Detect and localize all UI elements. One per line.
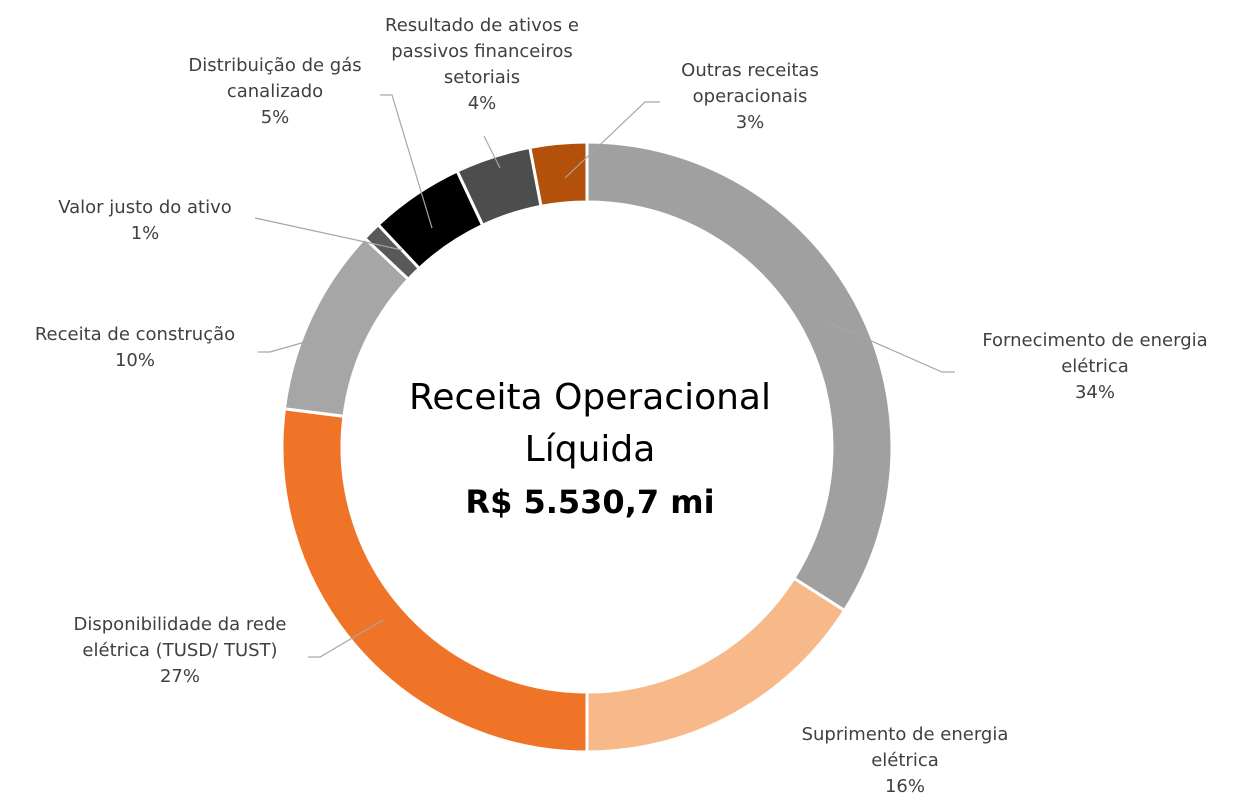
value-label: 27% <box>159 666 200 687</box>
slice-label: Outras receitas operacionais 3% <box>650 58 850 136</box>
value-label: 34% <box>1074 382 1115 403</box>
category-name: Valor justo do ativo <box>58 197 232 218</box>
leader-line <box>254 217 403 251</box>
slice-label: Fornecimento de energia elétrica 34% <box>950 328 1233 406</box>
leader-line <box>564 101 660 179</box>
value-label: 16% <box>884 776 925 797</box>
value-label: 3% <box>735 112 765 133</box>
category-name: Disponibilidade da rede elétrica (TUSD/ … <box>73 614 287 661</box>
center-title: Receita Operacional Líquida <box>408 377 771 470</box>
slice-label: Suprimento de energia elétrica 16% <box>775 722 1035 800</box>
category-name: Receita de construção <box>34 324 236 345</box>
leader-line <box>380 94 433 229</box>
center-value: R$ 5.530,7 mi <box>465 483 715 521</box>
slice-label: Distribuição de gás canalizado 5% <box>170 53 380 131</box>
value-label: 4% <box>467 93 497 114</box>
category-name: Distribuição de gás canalizado <box>188 55 362 102</box>
slice-label: Receita de construção 10% <box>10 322 260 374</box>
leader-line <box>258 341 306 353</box>
donut-slice <box>528 140 589 209</box>
center-label: Receita Operacional Líquida R$ 5.530,7 m… <box>380 372 800 528</box>
value-label: 1% <box>130 223 160 244</box>
slice-label: Valor justo do ativo 1% <box>30 195 260 247</box>
category-name: Resultado de ativos e passivos financeir… <box>385 15 579 88</box>
slice-label: Disponibilidade da rede elétrica (TUSD/ … <box>40 612 320 690</box>
leader-line <box>483 135 501 169</box>
slice-label: Resultado de ativos e passivos financeir… <box>367 13 597 117</box>
leader-line <box>308 619 384 658</box>
category-name: Suprimento de energia elétrica <box>801 724 1009 771</box>
leader-line <box>827 321 955 373</box>
value-label: 10% <box>114 350 155 371</box>
category-name: Outras receitas operacionais <box>681 60 819 107</box>
value-label: 5% <box>260 107 290 128</box>
category-name: Fornecimento de energia elétrica <box>982 330 1208 377</box>
